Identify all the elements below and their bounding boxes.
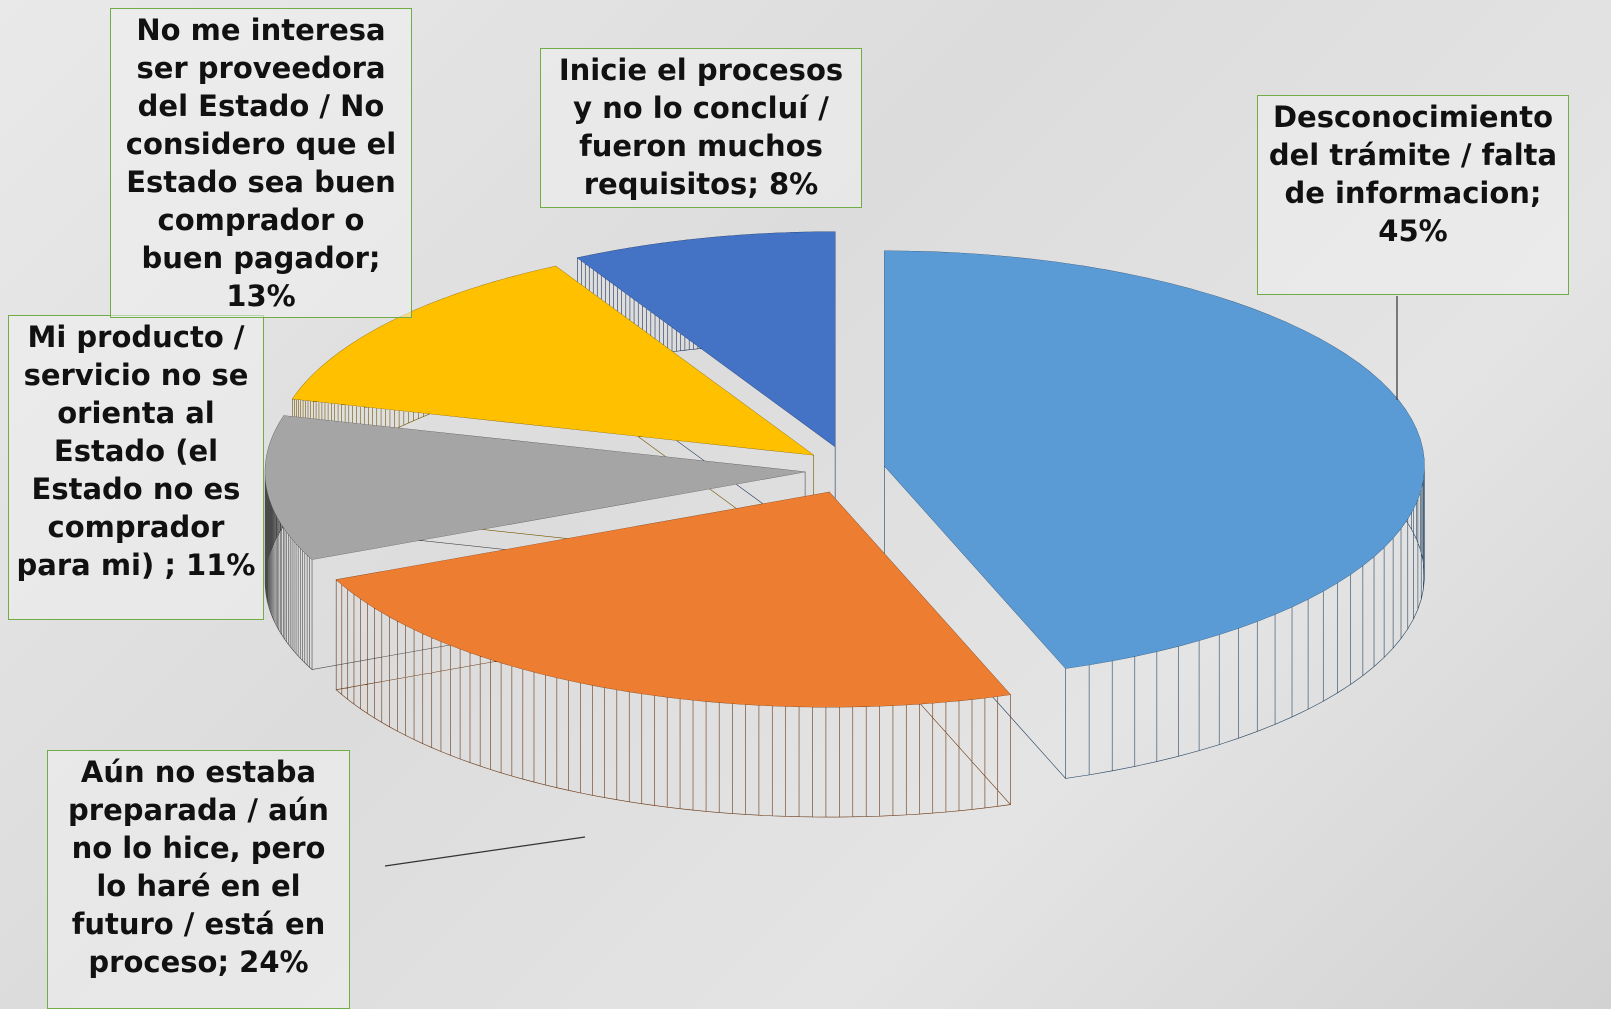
slice [265, 415, 806, 560]
slice [884, 250, 1425, 669]
leader-line [384, 836, 586, 867]
slice [292, 266, 814, 456]
data-label: Mi producto / servicio no se orienta al … [8, 315, 264, 620]
data-label: Inicie el procesos y no lo concluí / fue… [540, 48, 862, 208]
data-label: Desconocimiento del trámite / falta de i… [1257, 95, 1569, 295]
slice [577, 231, 836, 447]
slice [336, 492, 1011, 708]
data-label: Aún no estaba preparada / aún no lo hice… [47, 750, 350, 1009]
data-label: No me interesa ser proveedora del Estado… [110, 8, 412, 318]
